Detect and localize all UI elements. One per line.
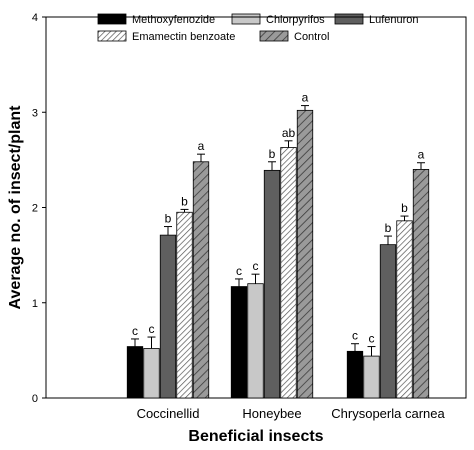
significance-label: c [132,324,138,338]
x-category-label: Coccinellid [137,406,200,421]
significance-label: c [253,259,259,273]
bar [280,147,297,399]
bar [143,348,160,399]
significance-label: a [302,91,309,105]
legend-label: Emamectin benzoate [132,31,235,43]
significance-label: a [198,139,205,153]
significance-label: a [418,148,425,162]
bar [247,283,264,399]
bar [159,234,177,399]
legend-label: Chlorpyrifos [266,14,325,26]
bar [396,220,413,399]
legend: Methoxyfenozide Chlorpyrifos Lufenuron Emam… [97,13,419,43]
bar [296,109,314,399]
legend-label: Control [294,31,329,43]
legend-swatch [334,13,364,25]
legend-swatch [97,13,127,25]
y-tick-label: 4 [32,12,38,24]
significance-label: c [369,332,375,346]
x-axis-title: Beneficial insects [188,428,323,445]
significance-label: c [352,329,358,343]
significance-label: b [181,194,188,208]
x-category-label: Chrysoperla carnea [331,406,445,421]
significance-label: b [401,201,408,215]
bar [126,346,144,399]
y-tick-label: 1 [32,298,38,310]
significance-label: c [236,264,242,278]
x-category-label: Honeybee [242,406,301,421]
bar [263,169,281,399]
bar [412,168,430,399]
legend-label: Methoxyfenozide [132,14,215,26]
bar [176,211,193,399]
significance-label: b [385,221,392,235]
legend-swatch [259,30,289,42]
significance-label: c [149,322,155,336]
bar [379,244,397,399]
y-axis-title: Average no. of insect/plant [7,105,24,310]
bar [363,355,380,399]
legend-swatch [231,13,261,25]
significance-label: b [269,147,276,161]
significance-label: b [165,212,172,226]
significance-label: ab [282,126,296,140]
bar [192,161,210,399]
y-tick-label: 2 [32,203,38,215]
y-tick-label: 3 [32,107,38,119]
legend-swatch [97,30,127,42]
bar [230,286,248,399]
legend-label: Lufenuron [369,14,419,26]
bar [346,350,364,399]
y-tick-label: 0 [32,393,38,405]
